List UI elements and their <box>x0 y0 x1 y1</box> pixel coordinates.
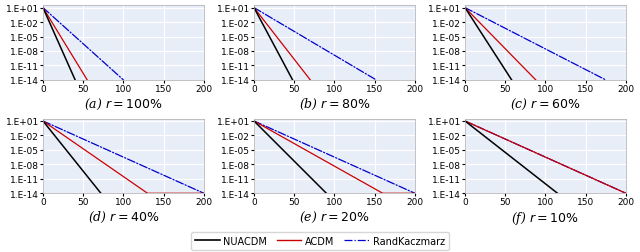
Legend: NUACDM, ACDM, RandKaczmarz: NUACDM, ACDM, RandKaczmarz <box>191 232 449 250</box>
X-axis label: (c) $r = 60\%$: (c) $r = 60\%$ <box>510 97 580 112</box>
X-axis label: (f) $r = 10\%$: (f) $r = 10\%$ <box>511 209 579 226</box>
X-axis label: (d) $r = 40\%$: (d) $r = 40\%$ <box>88 209 159 225</box>
X-axis label: (b) $r = 80\%$: (b) $r = 80\%$ <box>299 97 370 112</box>
X-axis label: (e) $r = 20\%$: (e) $r = 20\%$ <box>299 209 370 225</box>
X-axis label: (a) $r = 100\%$: (a) $r = 100\%$ <box>84 97 163 112</box>
